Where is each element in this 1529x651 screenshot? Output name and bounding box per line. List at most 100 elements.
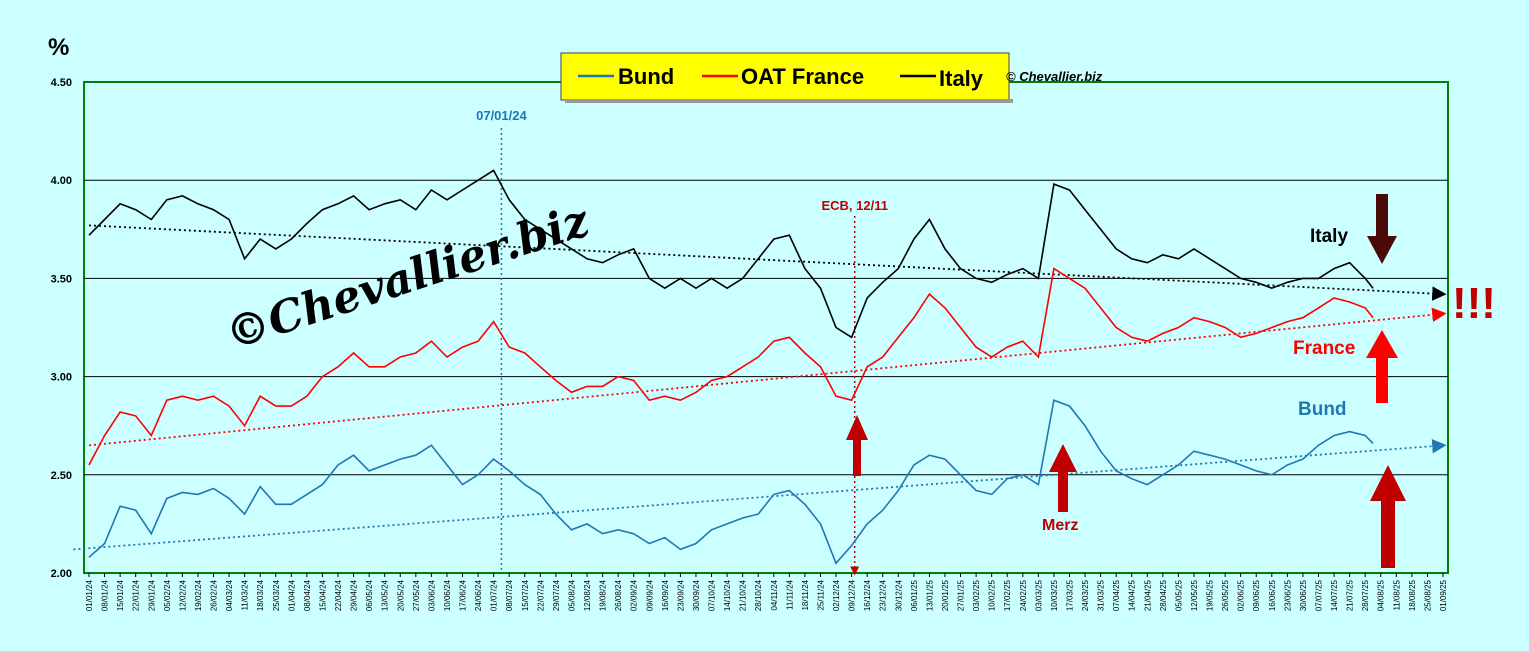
legend-box-shadow <box>565 99 1013 103</box>
italy-trendline <box>88 224 1447 301</box>
x-tick-label: 20/01/25 <box>941 579 950 611</box>
x-tick-label: 04/08/25 <box>1377 579 1386 611</box>
x-tick-label: 29/01/24 <box>147 579 156 611</box>
bund-trendline <box>73 438 1447 551</box>
x-tick-label: 28/04/25 <box>1159 579 1168 611</box>
x-tick-labels: 01/01/24 08/01/24 15/01/24 22/01/24 29/01/24… <box>85 573 1448 611</box>
x-tick-label: 15/04/24 <box>318 579 327 611</box>
x-tick-label: 27/05/24 <box>412 579 421 611</box>
x-tick-label: 18/08/25 <box>1408 579 1417 611</box>
italy-label: Italy <box>1310 226 1348 247</box>
x-tick-label: 24/02/25 <box>1019 579 1028 611</box>
x-tick-label: 12/08/24 <box>583 579 592 611</box>
x-tick-label: 07/04/25 <box>1112 579 1121 611</box>
x-tick-label: 10/02/25 <box>988 579 997 611</box>
x-tick-label: 12/02/24 <box>178 579 187 611</box>
merz-up-arrow-icon <box>1049 444 1077 512</box>
x-tick-label: 15/07/24 <box>521 579 530 611</box>
x-tick-label: 11/11/24 <box>785 579 794 610</box>
x-tick-label: 08/07/24 <box>505 579 514 611</box>
x-tick-label: 23/09/24 <box>676 579 685 611</box>
x-tick-label: 18/03/24 <box>256 579 265 611</box>
x-tick-label: 25/08/25 <box>1423 579 1432 611</box>
y-tick-labels: 2.00 2.50 3.00 3.50 4.00 4.50 <box>51 77 72 580</box>
x-tick-label: 31/03/25 <box>1097 579 1106 611</box>
france-series-line <box>88 267 1374 466</box>
x-tick-label: 26/02/24 <box>210 579 219 611</box>
x-tick-label: 30/09/24 <box>692 579 701 611</box>
x-tick-label: 30/06/25 <box>1299 579 1308 611</box>
x-tick-label: 28/10/24 <box>754 579 763 611</box>
x-tick-label: 13/05/24 <box>381 579 390 611</box>
x-tick-label: 08/04/24 <box>303 579 312 611</box>
x-tick-label: 14/10/24 <box>723 579 732 611</box>
italy-down-arrow-icon <box>1367 194 1397 264</box>
x-tick-label: 29/07/24 <box>552 579 561 611</box>
x-tick-label: 28/07/25 <box>1361 579 1370 611</box>
ecb-up-arrow-icon <box>846 415 868 476</box>
x-tick-label: 18/11/24 <box>801 579 810 610</box>
x-tick-label: 22/01/24 <box>132 579 141 611</box>
x-tick-label: 09/09/24 <box>645 579 654 611</box>
france-trendline <box>88 307 1447 447</box>
x-tick-label: 24/06/24 <box>474 579 483 611</box>
x-tick-label: 03/02/25 <box>972 579 981 611</box>
x-tick-label: 02/06/25 <box>1237 579 1246 611</box>
x-tick-label: 29/04/24 <box>350 579 359 611</box>
x-tick-label: 01/04/24 <box>287 579 296 611</box>
x-tick-label: 25/03/24 <box>272 579 281 611</box>
x-tick-label: 15/01/24 <box>116 579 125 611</box>
legend-label-bund: Bund <box>618 64 674 89</box>
x-tick-label: 05/08/24 <box>567 579 576 611</box>
x-tick-label: 13/01/25 <box>925 579 934 611</box>
x-tick-label: 11/08/25 <box>1392 579 1401 610</box>
x-tick-label: 14/04/25 <box>1128 579 1137 611</box>
x-tick-label: 06/01/25 <box>910 579 919 611</box>
x-tick-label: 16/09/24 <box>661 579 670 611</box>
x-tick-label: 19/05/25 <box>1206 579 1215 611</box>
x-tick-label: 07/07/25 <box>1314 579 1323 611</box>
x-tick-label: 05/05/25 <box>1174 579 1183 611</box>
y-tick-label: 2.50 <box>51 470 72 482</box>
x-tick-label: 23/12/24 <box>879 579 888 611</box>
x-tick-label: 26/05/25 <box>1221 579 1230 611</box>
y-tick-label: 4.50 <box>51 77 72 89</box>
x-tick-label: 09/06/25 <box>1252 579 1261 611</box>
x-tick-label: 17/06/24 <box>459 579 468 611</box>
x-tick-label: 26/08/24 <box>614 579 623 611</box>
y-tick-label: 2.00 <box>51 568 72 580</box>
x-tick-label: 01/09/25 <box>1439 579 1448 611</box>
italy-series-line <box>88 169 1374 339</box>
x-tick-label: 08/01/24 <box>101 579 110 611</box>
france-label: France <box>1293 338 1355 359</box>
ecb-vline-label: ECB, 12/11 <box>821 198 888 213</box>
legend: Bund OAT France Italy <box>560 52 1013 103</box>
y-tick-label: 3.50 <box>51 273 72 285</box>
x-tick-label: 09/12/24 <box>848 579 857 611</box>
x-tick-label: 20/05/24 <box>396 579 405 611</box>
x-tick-label: 21/07/25 <box>1346 579 1355 611</box>
x-tick-label: 19/08/24 <box>599 579 608 611</box>
x-tick-label: 17/02/25 <box>1003 579 1012 611</box>
merz-label: Merz <box>1042 517 1078 534</box>
x-tick-label: 10/03/25 <box>1050 579 1059 611</box>
july-vline-label: 07/01/24 <box>476 108 527 123</box>
legend-label-italy: Italy <box>939 66 984 91</box>
x-tick-label: 21/10/24 <box>739 579 748 611</box>
x-tick-label: 22/07/24 <box>536 579 545 611</box>
x-tick-label: 06/05/24 <box>365 579 374 611</box>
x-tick-label: 02/12/24 <box>832 579 841 611</box>
exclaim-label: !!! <box>1452 279 1496 328</box>
x-tick-label: 16/12/24 <box>863 579 872 611</box>
x-tick-label: 21/04/25 <box>1143 579 1152 611</box>
x-tick-label: 02/09/24 <box>630 579 639 611</box>
x-tick-label: 22/04/24 <box>334 579 343 611</box>
x-tick-label: 14/07/25 <box>1330 579 1339 611</box>
france-up-arrow-icon <box>1366 330 1398 403</box>
copyright-label: © Chevallier.biz <box>1006 69 1103 84</box>
x-tick-label: 05/02/24 <box>163 579 172 611</box>
x-tick-label: 07/10/24 <box>708 579 717 611</box>
x-tick-label: 01/07/24 <box>490 579 499 611</box>
x-tick-label: 24/03/25 <box>1081 579 1090 611</box>
